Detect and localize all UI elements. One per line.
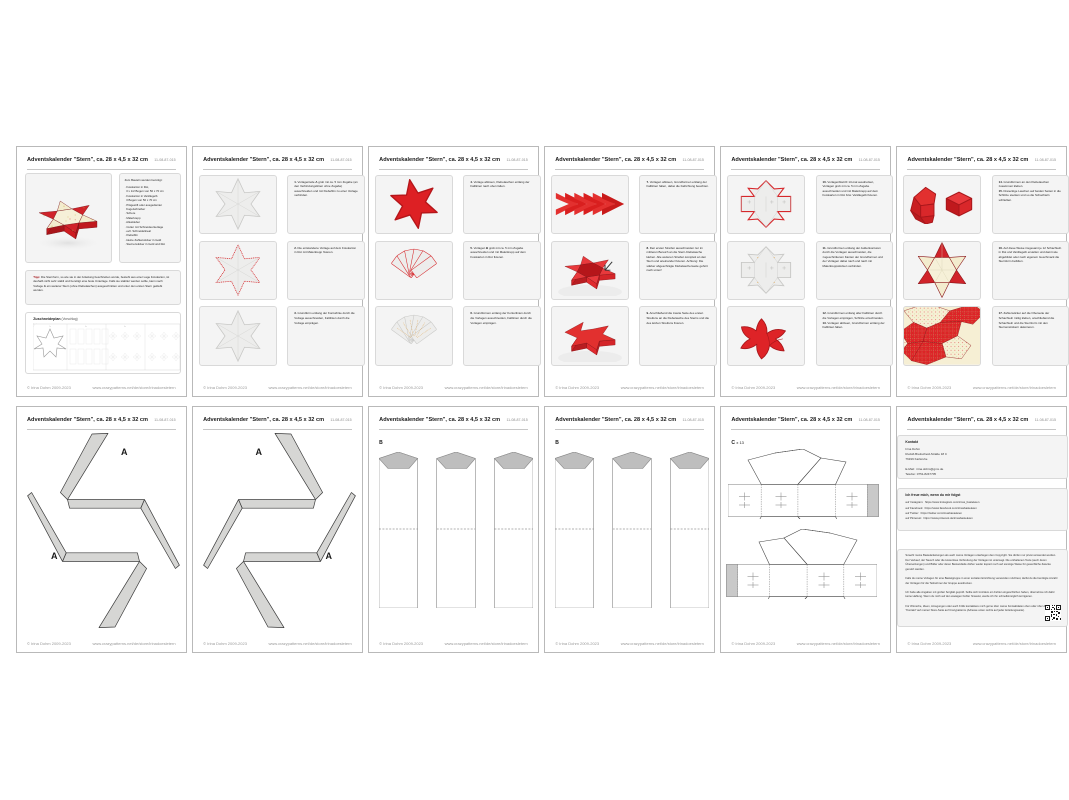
svg-text:6x: 6x: [124, 326, 126, 328]
svg-text:1x: 1x: [49, 326, 51, 328]
svg-text:6x: 6x: [85, 326, 87, 328]
